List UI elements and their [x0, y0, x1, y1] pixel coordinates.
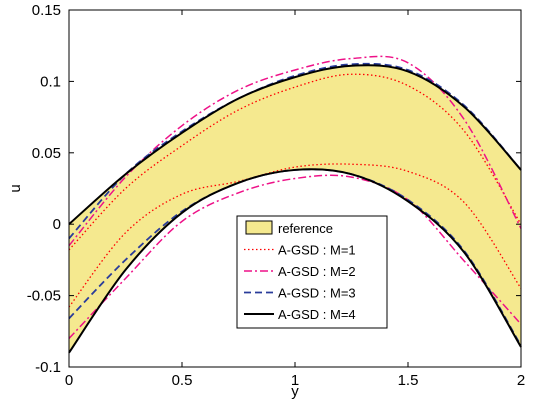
- legend-label: A-GSD : M=3: [278, 286, 356, 301]
- x-axis-label: y: [291, 383, 299, 400]
- legend-label: A-GSD : M=2: [278, 264, 356, 279]
- tick-layer: 0 0.5 1 1.5 2 -0.1 -0.05 0 0.05 0.1 0.15: [27, 2, 525, 389]
- y-tick-label: 0.05: [32, 145, 61, 162]
- x-tick-label: 2: [517, 372, 525, 389]
- x-tick-label: 1: [291, 372, 299, 389]
- x-tick-label: 0.5: [172, 372, 193, 389]
- legend-label: A-GSD : M=4: [278, 307, 356, 322]
- x-tick-label: 1.5: [398, 372, 419, 389]
- series-line-m1-upper: [68, 73, 522, 251]
- series-line-m4-lower: [68, 168, 522, 354]
- legend: reference A-GSD : M=1 A-GSD : M=2 A-GSD : M…: [236, 215, 388, 329]
- legend-box: [236, 215, 388, 329]
- legend-swatch-reference: [245, 220, 273, 235]
- y-tick-label: 0.1: [40, 73, 61, 90]
- series-line-m1-lower: [68, 163, 522, 308]
- legend-items: reference A-GSD : M=1 A-GSD : M=2 A-GSD : M…: [244, 220, 356, 322]
- legend-label: reference: [278, 221, 333, 236]
- series-layer: [68, 55, 522, 354]
- series-line-m4-upper: [68, 64, 522, 225]
- series-line-m2-upper: [68, 55, 522, 247]
- y-tick-label: -0.05: [27, 288, 61, 305]
- series-line-m3-upper: [68, 62, 522, 240]
- y-tick-label: 0.15: [32, 2, 61, 19]
- y-tick-label: -0.1: [35, 359, 61, 376]
- reference-band: [69, 65, 521, 353]
- series-line-m2-lower: [68, 174, 522, 339]
- x-tick-label: 0: [65, 372, 73, 389]
- reference-band-layer: [69, 65, 521, 353]
- y-axis-label: u: [7, 184, 24, 192]
- y-tick-label: 0: [53, 216, 61, 233]
- legend-label: A-GSD : M=1: [278, 243, 356, 258]
